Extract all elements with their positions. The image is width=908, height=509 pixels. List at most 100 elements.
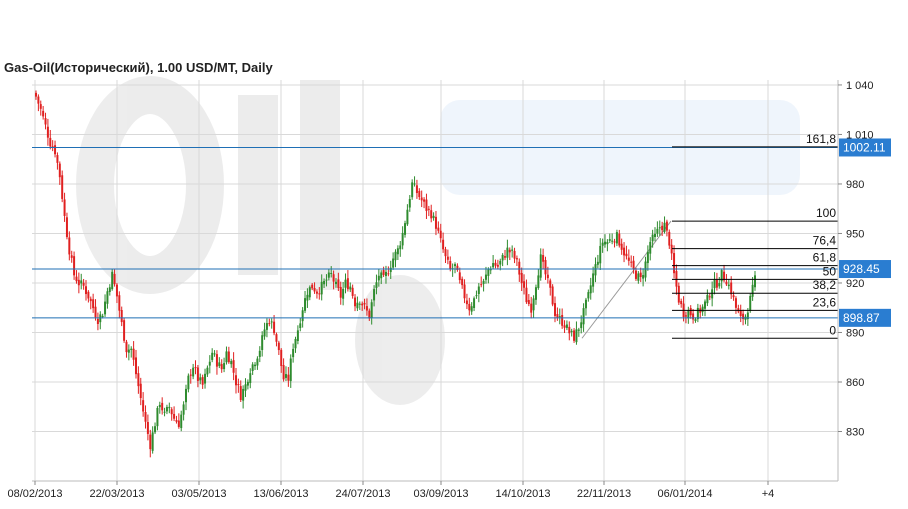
candle-body: [149, 434, 152, 450]
candle-body: [644, 261, 647, 278]
candle-body: [432, 215, 435, 219]
candle-body: [339, 286, 342, 298]
candle-body: [480, 284, 483, 286]
candle-body: [718, 283, 721, 287]
candle-body: [44, 118, 47, 125]
horizontal-level-label: 898.87: [843, 311, 880, 325]
fib-level-label: 50: [823, 264, 837, 278]
candle-body: [582, 308, 585, 325]
candle-body: [606, 241, 609, 245]
y-tick-label: 830: [846, 426, 864, 438]
candle-body: [68, 237, 71, 255]
horizontal-level-label-bg: [839, 138, 891, 157]
candle-body: [663, 222, 666, 232]
candle-body: [63, 199, 66, 216]
candle-body: [373, 289, 376, 301]
candle-body: [670, 244, 673, 254]
candle-body: [244, 384, 247, 391]
candle-body: [170, 409, 173, 415]
candle-body: [399, 245, 402, 250]
candle-body: [299, 323, 302, 328]
fib-level-label: 61,8: [813, 251, 837, 265]
candle-body: [368, 310, 371, 319]
candle-body: [551, 286, 554, 305]
candle-body: [687, 310, 690, 319]
horizontal-lines: 1002.11 928.45 898.87: [32, 138, 891, 327]
candle-body: [415, 185, 418, 194]
candle-body: [92, 299, 95, 309]
candle-body: [101, 315, 104, 317]
candle-body: [754, 275, 756, 288]
candle-body: [556, 314, 559, 318]
candle-body: [249, 373, 252, 384]
candle-body: [227, 351, 230, 363]
candle-body: [194, 367, 197, 369]
candle-body: [542, 255, 545, 262]
candle-body: [89, 298, 92, 302]
candle-body: [739, 310, 742, 316]
candle-body: [142, 400, 145, 412]
candle-body: [568, 326, 571, 334]
candle-body: [463, 284, 466, 299]
candle-body: [656, 228, 659, 234]
candle-body: [630, 261, 633, 263]
candle-body: [134, 357, 137, 375]
candle-body: [494, 262, 497, 266]
candle-body: [261, 335, 264, 350]
candle-body: [554, 303, 557, 316]
candle-body: [530, 303, 533, 313]
candle-body: [654, 233, 657, 238]
candle-body: [442, 239, 445, 250]
candle-body: [354, 297, 357, 307]
candle-body: [51, 146, 54, 148]
candle-body: [232, 360, 235, 373]
candle-body: [146, 422, 149, 434]
candle-body: [258, 350, 261, 358]
candle-body: [515, 258, 518, 260]
candle-body: [58, 163, 61, 178]
fib-trend-line: [581, 220, 672, 339]
candle-body: [720, 270, 723, 282]
candle-body: [268, 323, 271, 325]
candle-body: [734, 298, 737, 308]
candle-body: [575, 329, 578, 343]
candle-body: [158, 404, 161, 408]
candle-body: [434, 216, 437, 229]
candle-body: [589, 285, 592, 294]
candle-body: [537, 275, 540, 289]
candle-body: [563, 325, 566, 328]
fib-trend-line: [581, 220, 672, 339]
candle-body: [196, 367, 199, 381]
candle-body: [706, 294, 709, 304]
candle-body: [396, 248, 399, 255]
candle-body: [446, 256, 449, 260]
candle-body: [499, 260, 502, 265]
candle-body: [461, 278, 464, 286]
candle-body: [611, 240, 614, 242]
candle-body: [404, 223, 407, 235]
candle-body: [525, 287, 528, 303]
candle-body: [742, 313, 745, 320]
candle-body: [546, 274, 549, 279]
candle-body: [651, 234, 654, 242]
candle-body: [351, 287, 354, 296]
candle-body: [749, 295, 752, 312]
candle-body: [161, 402, 164, 411]
candle-body: [220, 364, 223, 370]
candle-body: [423, 199, 426, 202]
candle-body: [199, 377, 202, 381]
candle-body: [65, 217, 68, 238]
candle-body: [313, 287, 316, 292]
candles: [35, 90, 756, 458]
candle-body: [730, 282, 733, 295]
candle-body: [165, 406, 168, 412]
candle-body: [565, 324, 568, 328]
candle-body: [127, 349, 130, 353]
candle-body: [318, 293, 321, 295]
candle-body: [277, 342, 280, 351]
candle-body: [484, 274, 487, 280]
candle-body: [35, 92, 37, 97]
candle-body: [420, 197, 423, 201]
candle-body: [504, 256, 507, 258]
candle-body: [132, 348, 135, 360]
